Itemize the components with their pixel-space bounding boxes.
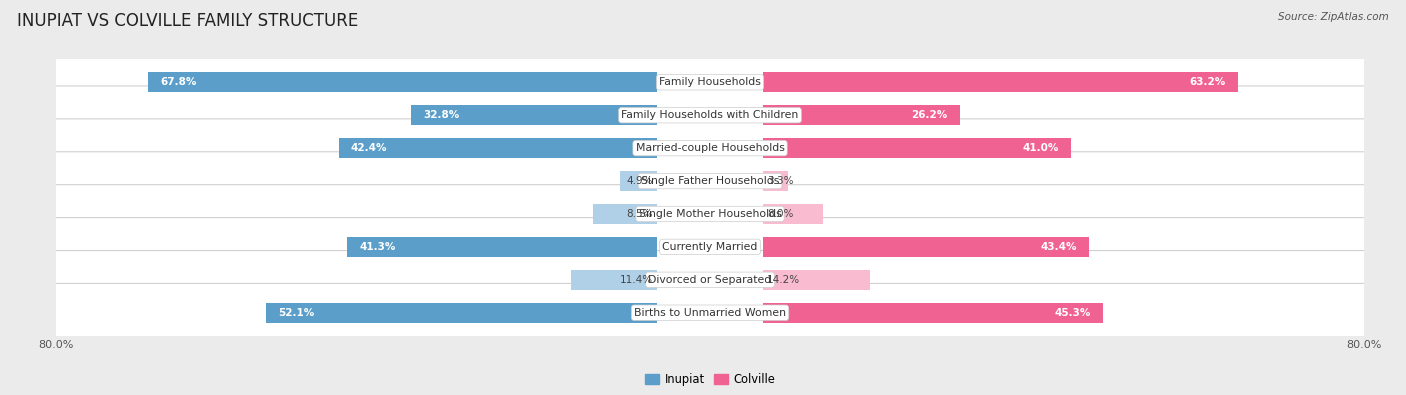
Text: 67.8%: 67.8% (160, 77, 197, 87)
Legend: Inupiat, Colville: Inupiat, Colville (640, 369, 780, 391)
Text: 63.2%: 63.2% (1189, 77, 1226, 87)
Text: INUPIAT VS COLVILLE FAMILY STRUCTURE: INUPIAT VS COLVILLE FAMILY STRUCTURE (17, 12, 359, 30)
Bar (339, 138, 657, 158)
Text: 52.1%: 52.1% (278, 308, 314, 318)
Text: 43.4%: 43.4% (1040, 242, 1077, 252)
Text: 3.3%: 3.3% (768, 176, 794, 186)
FancyBboxPatch shape (49, 284, 1371, 342)
Text: Family Households with Children: Family Households with Children (621, 110, 799, 120)
Bar (593, 204, 657, 224)
Text: 41.0%: 41.0% (1022, 143, 1059, 153)
Bar (347, 237, 657, 257)
Text: 8.0%: 8.0% (768, 209, 793, 219)
FancyBboxPatch shape (49, 218, 1371, 276)
Bar (763, 204, 824, 224)
Bar (763, 303, 1104, 323)
Text: Divorced or Separated: Divorced or Separated (648, 275, 772, 285)
Bar (763, 72, 1237, 92)
FancyBboxPatch shape (49, 250, 1371, 309)
Text: 11.4%: 11.4% (620, 275, 652, 285)
FancyBboxPatch shape (49, 53, 1371, 111)
Bar (266, 303, 657, 323)
Text: 45.3%: 45.3% (1054, 308, 1091, 318)
Text: 26.2%: 26.2% (911, 110, 948, 120)
Text: 32.8%: 32.8% (423, 110, 460, 120)
FancyBboxPatch shape (49, 86, 1371, 145)
Bar (620, 171, 657, 191)
Text: Family Households: Family Households (659, 77, 761, 87)
Bar (763, 138, 1071, 158)
FancyBboxPatch shape (49, 185, 1371, 243)
Text: 4.9%: 4.9% (626, 176, 652, 186)
Text: Married-couple Households: Married-couple Households (636, 143, 785, 153)
Text: 8.5%: 8.5% (626, 209, 652, 219)
Text: Births to Unmarried Women: Births to Unmarried Women (634, 308, 786, 318)
Text: 14.2%: 14.2% (768, 275, 800, 285)
Bar (763, 237, 1090, 257)
Bar (763, 269, 870, 290)
FancyBboxPatch shape (49, 152, 1371, 210)
Bar (763, 171, 787, 191)
FancyBboxPatch shape (49, 119, 1371, 177)
Bar (763, 105, 960, 126)
Text: 42.4%: 42.4% (352, 143, 387, 153)
Text: Source: ZipAtlas.com: Source: ZipAtlas.com (1278, 12, 1389, 22)
Bar (411, 105, 657, 126)
Bar (571, 269, 657, 290)
Bar (148, 72, 657, 92)
Text: Single Mother Households: Single Mother Households (638, 209, 782, 219)
Text: Single Father Households: Single Father Households (641, 176, 779, 186)
Text: Currently Married: Currently Married (662, 242, 758, 252)
Text: 41.3%: 41.3% (359, 242, 395, 252)
